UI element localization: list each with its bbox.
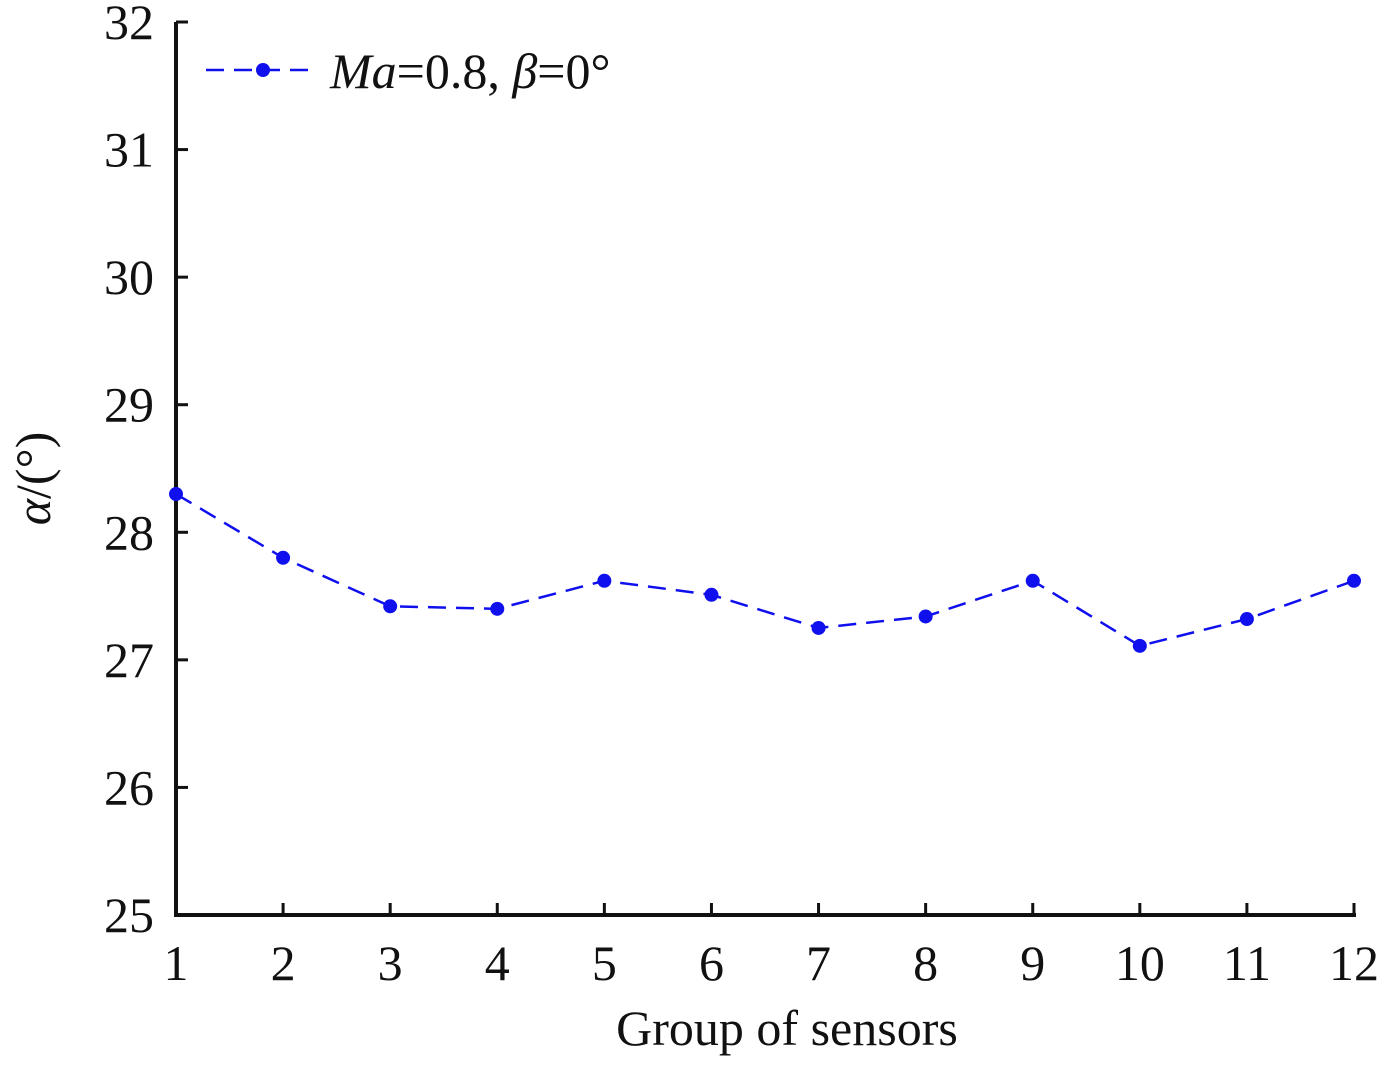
legend-label-part: β (511, 43, 537, 99)
legend-label-part: Ma (329, 43, 397, 99)
x-tick-label: 6 (699, 935, 724, 991)
x-tick-label: 2 (271, 935, 296, 991)
data-point (704, 587, 719, 602)
x-tick-label: 10 (1115, 935, 1165, 991)
x-tick-label: 4 (485, 935, 510, 991)
legend-label: Ma=0.8, β=0° (329, 43, 610, 99)
x-tick-label: 8 (913, 935, 938, 991)
legend: Ma=0.8, β=0° (206, 43, 610, 99)
data-point (169, 487, 183, 502)
y-tick-label: 30 (104, 249, 154, 305)
x-tick-label: 11 (1223, 935, 1271, 991)
y-tick-label: 26 (104, 759, 154, 815)
data-point (597, 573, 612, 588)
data-point (1025, 573, 1040, 588)
data-point (811, 620, 826, 635)
y-axis-title: α/(°) (5, 432, 61, 525)
x-tick-label: 7 (806, 935, 831, 991)
y-tick-label: 29 (104, 377, 154, 433)
data-point (1239, 612, 1254, 627)
legend-label-part: =0.8, (397, 43, 513, 99)
y-tick-label: 31 (104, 122, 154, 178)
y-axis-title-symbol: α (5, 497, 61, 525)
y-tick-label: 28 (104, 504, 154, 560)
data-point (918, 609, 933, 624)
x-tick-label: 3 (378, 935, 403, 991)
data-point (490, 601, 505, 616)
legend-label-part: =0° (537, 43, 610, 99)
data-point (1347, 573, 1361, 588)
data-point (276, 550, 291, 565)
x-tick-label: 9 (1020, 935, 1045, 991)
y-tick-label: 25 (104, 887, 154, 943)
y-tick-label: 32 (104, 0, 154, 50)
x-tick-label: 5 (592, 935, 617, 991)
legend-marker (256, 63, 270, 77)
series-line (175, 492, 1355, 648)
series-layer (169, 487, 1361, 653)
x-tick-label: 12 (1329, 935, 1379, 991)
y-axis-title-unit: /(°) (5, 432, 61, 499)
data-point (1132, 638, 1147, 653)
x-tick-label: 1 (164, 935, 189, 991)
y-tick-label: 27 (104, 632, 154, 688)
data-point (383, 599, 398, 614)
x-axis-title: Group of sensors (616, 1000, 958, 1056)
